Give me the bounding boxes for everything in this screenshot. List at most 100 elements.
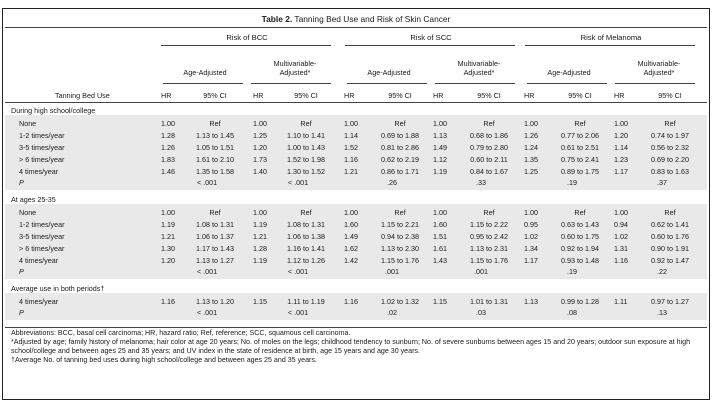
p-value: < .001 (196, 178, 218, 187)
footnote-abbreviations: Abbreviations: BCC, basal cell carcinoma… (11, 329, 351, 337)
hr-header: HR (433, 91, 444, 100)
ci-value: 1.06 to 1.38 (287, 232, 325, 241)
ci-value: 0.60 to 2.11 (470, 155, 508, 164)
ci-value: 1.10 to 1.41 (287, 131, 325, 140)
ci-value: 1.15 to 1.76 (381, 256, 419, 265)
ci-value: 1.02 to 1.32 (381, 297, 419, 306)
subgroup-rule (527, 83, 607, 84)
ci-value: 1.30 to 1.52 (287, 167, 325, 176)
ci-value: Ref (209, 208, 221, 217)
ci-value: Ref (394, 119, 406, 128)
ci-value: Ref (483, 208, 495, 217)
row-label: 4 times/year (19, 167, 59, 176)
hr-value: 1.00 (161, 208, 175, 217)
hr-value: 1.00 (614, 119, 628, 128)
ci-value: 1.35 to 1.58 (196, 167, 234, 176)
hr-value: 1.51 (433, 232, 447, 241)
row-label-header: Tanning Bed Use (55, 91, 110, 100)
ci-value: 1.61 to 2.10 (196, 155, 234, 164)
subgroup-rule (163, 83, 243, 84)
ci-header: 95% CI (477, 91, 501, 100)
table-title: Table 2. Tanning Bed Use and Risk of Ski… (3, 14, 709, 24)
hr-value: 1.02 (614, 232, 628, 241)
age-adjusted-header: Age-Adjusted (183, 68, 227, 77)
hr-value: 1.00 (524, 208, 538, 217)
multivariable-line1: Multivariable- (637, 59, 681, 68)
ci-value: Ref (574, 119, 586, 128)
hr-value: 1.25 (253, 131, 267, 140)
table-row: > 6 times/year 1.30 1.17 to 1.43 1.28 1.16 t… (3, 244, 709, 255)
hr-value: 1.60 (344, 220, 358, 229)
age-adjusted-header: Age-Adjusted (367, 68, 411, 77)
table-caption: Tanning Bed Use and Risk of Skin Cancer (294, 14, 451, 24)
hr-value: 1.49 (344, 232, 358, 241)
table-row: 4 times/year 1.20 1.13 to 1.27 1.19 1.12 to … (3, 256, 709, 267)
p-value: < .001 (287, 308, 309, 317)
hr-value: 1.00 (253, 208, 267, 217)
ci-value: 0.81 to 2.86 (381, 143, 419, 152)
ci-value: 1.15 to 2.22 (470, 220, 508, 229)
ci-value: 1.12 to 1.26 (287, 256, 325, 265)
hr-value: 1.43 (433, 256, 447, 265)
table-row: 1-2 times/year 1.19 1.08 to 1.31 1.19 1.08 t… (3, 220, 709, 231)
subgroup-rule (615, 83, 695, 84)
ci-value: 1.13 to 2.31 (470, 244, 508, 253)
table-row: 4 times/year 1.16 1.13 to 1.20 1.15 1.11 to … (3, 297, 709, 308)
hr-value: 1.00 (433, 119, 447, 128)
hr-value: 1.19 (161, 220, 175, 229)
hr-value: 1.14 (344, 131, 358, 140)
table-frame: Table 2. Tanning Bed Use and Risk of Ski… (2, 8, 710, 400)
ci-value: 0.74 to 1.97 (651, 131, 689, 140)
hr-value: 1.00 (344, 208, 358, 217)
hr-value: 1.16 (344, 155, 358, 164)
ci-value: Ref (300, 119, 312, 128)
table-row: 1-2 times/year 1.28 1.13 to 1.45 1.25 1.10 t… (3, 131, 709, 142)
hr-value: 1.20 (253, 143, 267, 152)
hr-value: 1.15 (253, 297, 267, 306)
ci-value: 0.94 to 2.38 (381, 232, 419, 241)
ci-value: 1.13 to 1.20 (196, 297, 234, 306)
hr-value: 1.26 (524, 131, 538, 140)
p-label: P (19, 178, 24, 187)
footnotes: Abbreviations: BCC, basal cell carcinoma… (11, 329, 703, 365)
section-shade (5, 115, 707, 190)
ci-value: 1.08 to 1.31 (287, 220, 325, 229)
subgroup-rule (435, 83, 515, 84)
hr-value: 1.21 (344, 167, 358, 176)
ci-value: Ref (574, 208, 586, 217)
row-label: 3-5 times/year (19, 232, 65, 241)
hr-value: 1.19 (253, 220, 267, 229)
p-value: .03 (476, 308, 486, 317)
hr-value: 1.52 (344, 143, 358, 152)
ci-value: 1.08 to 1.31 (196, 220, 234, 229)
ci-value: 0.63 to 1.43 (561, 220, 599, 229)
ci-value: 1.17 to 1.43 (196, 244, 234, 253)
ci-value: 1.01 to 1.31 (470, 297, 508, 306)
hr-value: 1.28 (253, 244, 267, 253)
ci-header: 95% CI (294, 91, 318, 100)
hr-value: 1.40 (253, 167, 267, 176)
ci-value: Ref (394, 208, 406, 217)
hr-value: 1.60 (433, 220, 447, 229)
section-title: During high school/college (11, 106, 96, 115)
p-value: .19 (567, 267, 577, 276)
ci-value: 0.84 to 1.67 (470, 167, 508, 176)
p-value: < .001 (287, 178, 309, 187)
multivariable-line2: Adjusted* (463, 68, 495, 77)
ci-value: 1.11 to 1.19 (287, 297, 325, 306)
hr-value: 1.25 (524, 167, 538, 176)
hr-value: 1.46 (161, 167, 175, 176)
ci-header: 95% CI (568, 91, 592, 100)
hr-value: 1.14 (614, 143, 628, 152)
group-header: Risk of SCC (410, 33, 452, 42)
group-rule (345, 45, 515, 46)
subgroup-rule (251, 83, 331, 84)
hr-value: 1.16 (161, 297, 175, 306)
row-label: 4 times/year (19, 256, 59, 265)
ci-value: 1.15 to 1.76 (470, 256, 508, 265)
ci-value: 1.00 to 1.43 (287, 143, 325, 152)
hr-value: 1.31 (614, 244, 628, 253)
hr-value: 1.20 (614, 131, 628, 140)
ci-value: 0.93 to 1.48 (561, 256, 599, 265)
hr-value: 1.15 (433, 297, 447, 306)
